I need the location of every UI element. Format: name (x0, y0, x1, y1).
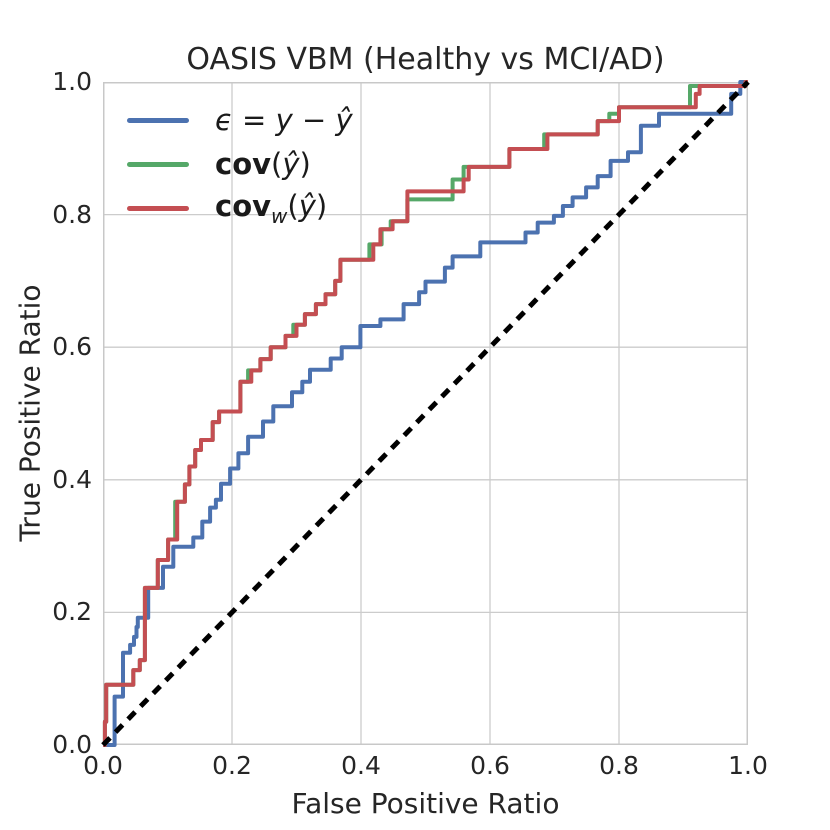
legend-line-swatch (127, 161, 189, 167)
legend-label-segment: ) (299, 147, 311, 181)
x-tick-label: 0.0 (83, 751, 123, 780)
legend-label-segment: − (292, 103, 336, 137)
legend-label-segment: w (271, 203, 288, 228)
legend-label-segment: cov (215, 147, 272, 181)
legend: ϵ = y − ŷ cov(ŷ) covw(ŷ) (127, 98, 353, 230)
legend-label: ϵ = y − ŷ (215, 103, 353, 137)
y-tick-label: 0.6 (52, 332, 92, 362)
x-tick-label: 1.0 (728, 751, 768, 780)
legend-label-segment: y (275, 103, 293, 137)
legend-label-segment: = (232, 103, 276, 137)
axes-spines (103, 82, 748, 745)
y-tick-label: 1.0 (52, 67, 92, 96)
y-tick-label: 0.2 (52, 597, 92, 627)
grid-lines (103, 82, 748, 745)
y-tick-label: 0.0 (52, 730, 92, 759)
legend-label-segment: ( (287, 188, 299, 223)
legend-label-segment: ) (315, 188, 328, 223)
legend-item-cov-weighted: covw(ŷ) (127, 186, 353, 230)
legend-label-segment: ŷ (282, 147, 300, 181)
legend-label-segment: ( (271, 147, 283, 181)
legend-label-segment: ŷ (298, 188, 316, 223)
legend-label-segment: ŷ (335, 103, 353, 137)
x-axis-label: False Positive Ratio (291, 787, 560, 820)
series-line-cov-weighted (102, 80, 748, 747)
x-tick-label: 0.8 (599, 751, 639, 780)
series-lines (101, 80, 750, 747)
legend-line-swatch (127, 205, 189, 211)
x-tick-label: 0.2 (212, 751, 252, 780)
plot-area (101, 80, 750, 747)
series-line-epsilon-residual (103, 80, 748, 747)
y-tick-label: 0.4 (52, 464, 92, 494)
y-axis-label: True Positive Ratio (13, 284, 47, 542)
chart-title: OASIS VBM (Healthy vs MCI/AD) (186, 42, 665, 77)
legend-line-swatch (127, 117, 189, 123)
legend-label: cov(ŷ) (215, 147, 311, 181)
y-tick-label: 0.8 (52, 199, 92, 229)
legend-label-segment: ϵ (215, 103, 233, 137)
legend-item-epsilon-residual: ϵ = y − ŷ (127, 98, 353, 142)
x-tick-label: 0.4 (341, 751, 381, 780)
legend-label: covw(ŷ) (215, 189, 327, 228)
x-tick-label: 0.6 (470, 751, 510, 780)
legend-item-cov: cov(ŷ) (127, 142, 353, 186)
legend-label-segment: cov (215, 188, 272, 223)
